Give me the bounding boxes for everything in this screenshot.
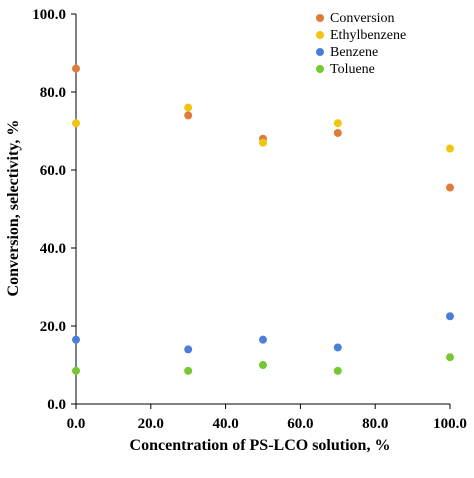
- data-point-conversion: [184, 111, 193, 120]
- y-tick-label: 0.0: [47, 397, 66, 413]
- x-tick-label: 20.0: [138, 416, 164, 432]
- data-point-ethylbenzene: [333, 119, 342, 128]
- x-tick-label: 100.0: [433, 416, 467, 432]
- legend-marker-toluene: [316, 65, 324, 73]
- y-tick-label: 100.0: [32, 7, 66, 23]
- data-point-ethylbenzene: [446, 144, 454, 153]
- x-tick-label: 40.0: [212, 416, 238, 432]
- data-point-conversion: [333, 128, 342, 137]
- y-tick-label: 60.0: [40, 163, 66, 179]
- legend-marker-conversion: [316, 14, 324, 22]
- y-tick-label: 20.0: [40, 319, 66, 335]
- x-tick-label: 0.0: [67, 416, 86, 432]
- y-tick-label: 40.0: [40, 241, 66, 257]
- axes: [75, 14, 450, 405]
- data-point-toluene: [259, 361, 267, 369]
- legend-label-benzene: Benzene: [330, 45, 378, 60]
- x-tick-label: 80.0: [362, 416, 388, 432]
- data-point-benzene: [259, 335, 267, 344]
- data-point-ethylbenzene: [259, 138, 267, 147]
- data-point-benzene: [72, 335, 80, 344]
- x-axis-ticks: 0.0 20.0 40.0 60.0 80.0 100.0: [67, 404, 467, 432]
- data-point-ethylbenzene: [72, 119, 80, 128]
- y-tick-label: 80.0: [40, 85, 66, 101]
- x-axis-title: Concentration of PS-LCO solution, %: [130, 437, 391, 454]
- x-tick-label: 60.0: [287, 416, 313, 432]
- data-point-conversion: [446, 183, 454, 192]
- legend-marker-ethylbenzene: [316, 31, 324, 39]
- legend-marker-benzene: [316, 48, 324, 56]
- data-point-toluene: [446, 353, 454, 362]
- data-point-ethylbenzene: [184, 103, 193, 112]
- data-point-benzene: [184, 345, 193, 354]
- data-point-toluene: [184, 366, 193, 375]
- y-axis-ticks: 0.0 20.0 40.0 60.0 80.0 100.0: [32, 7, 76, 413]
- data-point-conversion: [72, 64, 80, 73]
- y-axis-title: Conversion, selectivity, %: [5, 120, 22, 297]
- legend-label-ethylbenzene: Ethylbenzene: [330, 28, 406, 43]
- legend-label-toluene: Toluene: [330, 62, 375, 77]
- data-point-toluene: [333, 366, 342, 375]
- data-point-benzene: [333, 343, 342, 352]
- legend: Conversion Ethylbenzene Benzene Toluene: [316, 11, 406, 77]
- data-point-toluene: [72, 366, 80, 375]
- data-point-benzene: [446, 312, 454, 321]
- data-points: [72, 64, 454, 375]
- legend-label-conversion: Conversion: [330, 11, 395, 26]
